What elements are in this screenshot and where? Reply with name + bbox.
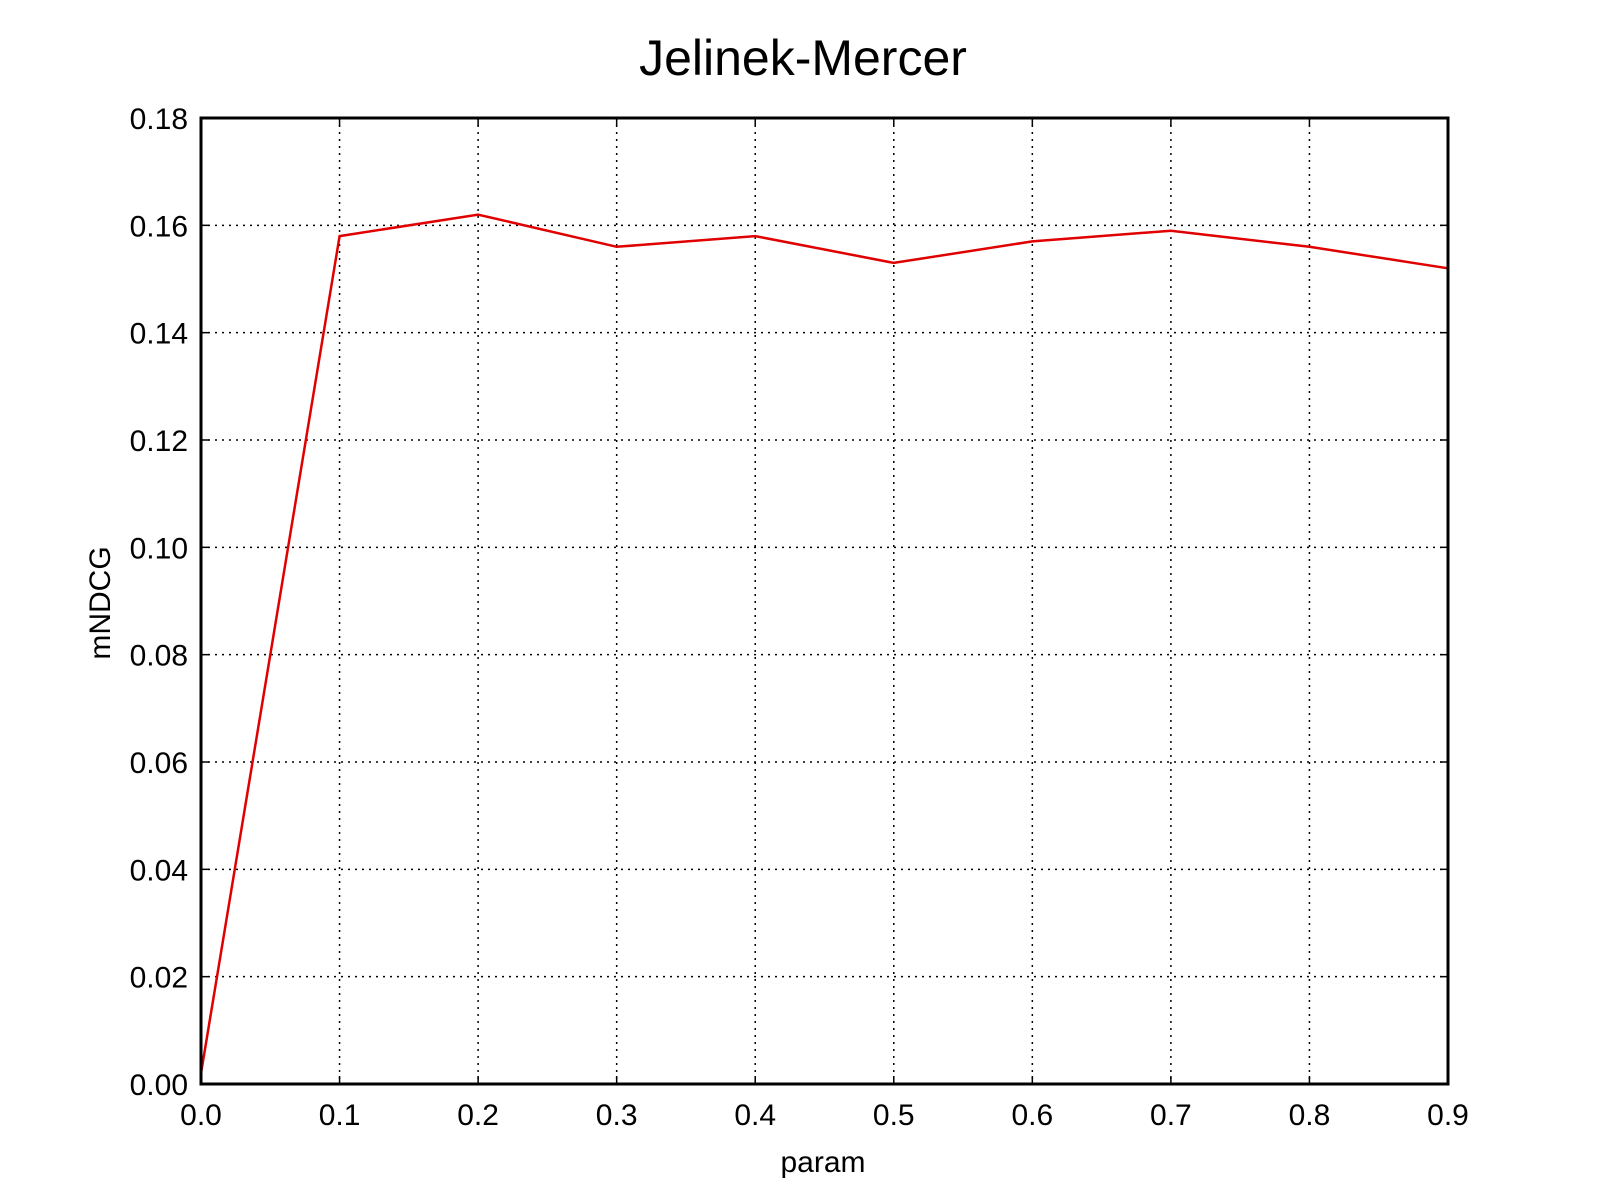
- chart-title: Jelinek-Mercer: [639, 30, 967, 86]
- y-tick-label: 0.08: [130, 640, 188, 673]
- y-tick-label: 0.12: [130, 425, 188, 458]
- x-tick-label: 0.0: [180, 1099, 222, 1132]
- y-tick-label: 0.06: [130, 747, 188, 780]
- series-line-0: [199, 213, 1449, 1074]
- x-tick-labels: 0.0 0.1 0.2 0.3 0.4 0.5 0.6 0.7 0.8 0.9: [180, 1099, 1469, 1132]
- x-tick-label: 0.2: [457, 1099, 499, 1132]
- y-tick-labels: 0.00 0.02 0.04 0.06 0.08 0.10 0.12 0.14 0.16 0.18: [130, 103, 188, 1102]
- series-layer: [199, 213, 1449, 1074]
- y-tick-label: 0.14: [130, 318, 188, 351]
- y-tick-label: 0.16: [130, 210, 188, 243]
- x-tick-label: 0.8: [1289, 1099, 1331, 1132]
- x-axis-label: param: [780, 1146, 865, 1179]
- x-tick-label: 0.7: [1150, 1099, 1192, 1132]
- plot-frame: [199, 116, 1450, 1086]
- axis-ticks: [200, 117, 1449, 1085]
- y-tick-label: 0.02: [130, 962, 188, 995]
- y-axis-label: mNDCG: [84, 546, 117, 659]
- x-tick-label: 0.1: [319, 1099, 361, 1132]
- x-tick-label: 0.3: [596, 1099, 638, 1132]
- x-tick-label: 0.9: [1427, 1099, 1469, 1132]
- x-tick-label: 0.6: [1011, 1099, 1053, 1132]
- y-tick-label: 0.18: [130, 103, 188, 136]
- x-tick-label: 0.5: [873, 1099, 915, 1132]
- x-tick-label: 0.4: [734, 1099, 776, 1132]
- y-tick-label: 0.00: [130, 1069, 188, 1102]
- grid-lines: [201, 118, 1448, 1084]
- y-tick-label: 0.10: [130, 532, 188, 565]
- y-tick-label: 0.04: [130, 854, 188, 887]
